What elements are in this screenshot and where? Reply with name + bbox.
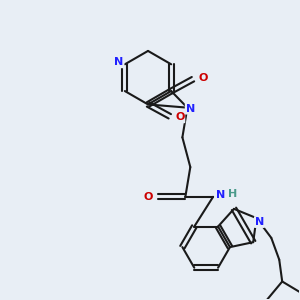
Text: N: N xyxy=(186,103,195,114)
Text: N: N xyxy=(255,217,264,227)
Text: H: H xyxy=(228,189,238,199)
Text: O: O xyxy=(198,73,208,83)
Text: O: O xyxy=(175,112,184,122)
Text: O: O xyxy=(143,192,152,202)
Text: N: N xyxy=(216,190,226,200)
Text: N: N xyxy=(114,57,124,67)
